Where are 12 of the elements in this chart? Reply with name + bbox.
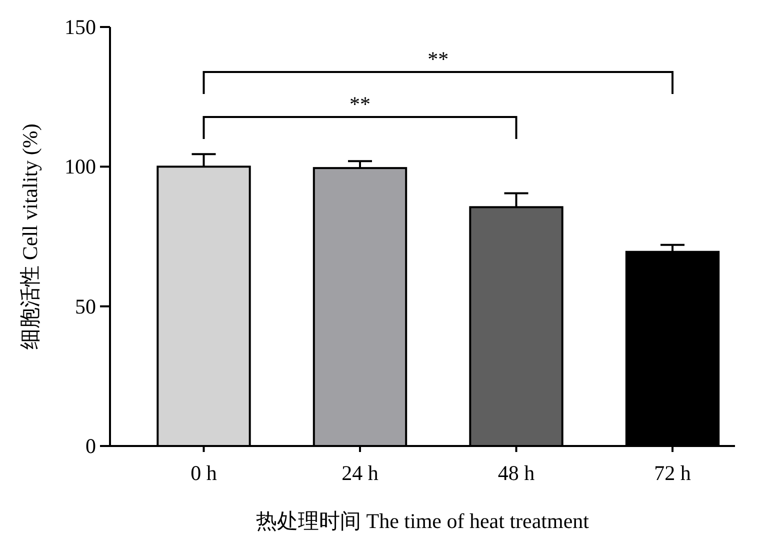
y-tick-label: 150 <box>64 15 96 39</box>
x-tick-label: 48 h <box>498 461 536 485</box>
x-tick-label: 0 h <box>190 461 218 485</box>
x-tick-label: 24 h <box>342 461 379 485</box>
annotation: ** <box>350 92 370 116</box>
y-axis-title: 细胞活性 Cell vitality (%) <box>18 124 42 350</box>
y-tick-label: 0 <box>86 434 96 458</box>
x-tick-label: 72 h <box>654 461 692 485</box>
annotation: ** <box>428 47 449 71</box>
x-axis-title: 热处理时间 The time of heat treatment <box>256 509 590 533</box>
y-tick-label: 100 <box>64 154 96 179</box>
y-tick-label: 50 <box>75 294 96 318</box>
